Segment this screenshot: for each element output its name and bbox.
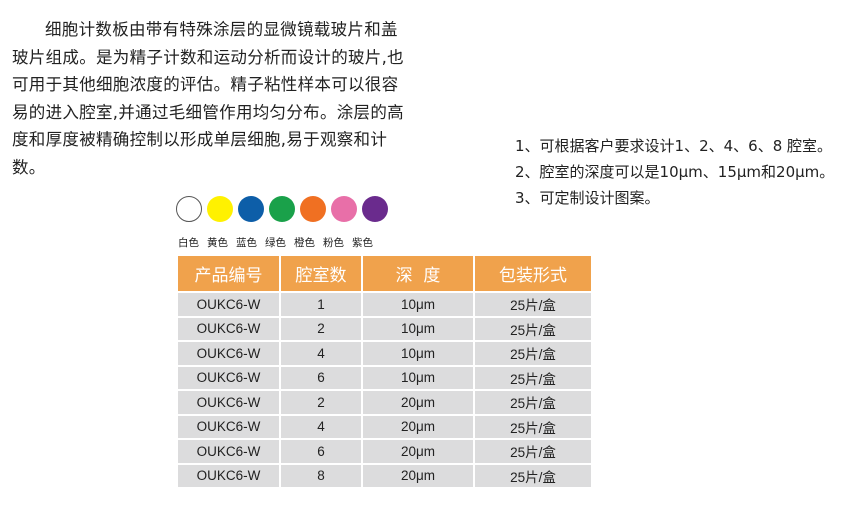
color-label: 黄色: [207, 237, 228, 249]
header-cell: 深 度: [361, 254, 475, 293]
color-label: 橙色: [294, 237, 315, 249]
table-cell: 1: [279, 291, 363, 318]
table-cell: 8: [279, 462, 363, 489]
table-cell: 25片/盒: [473, 364, 593, 391]
table-cell: 20μm: [361, 389, 475, 416]
table-cell: 25片/盒: [473, 438, 593, 465]
table-row: OUKC6-W 6 10μm 25片/盒: [176, 364, 593, 391]
table-header-row: 产品编号 腔室数 深 度 包装形式: [176, 254, 593, 293]
feature-item: 2、腔室的深度可以是10μm、15μm和20μm。: [515, 163, 835, 181]
table-cell: OUKC6-W: [176, 389, 281, 416]
table-cell: OUKC6-W: [176, 438, 281, 465]
table-cell: 4: [279, 413, 363, 440]
color-swatch: [362, 196, 388, 222]
table-cell: OUKC6-W: [176, 315, 281, 342]
table-row: OUKC6-W 2 20μm 25片/盒: [176, 389, 593, 416]
table-cell: 6: [279, 438, 363, 465]
feature-item: 1、可根据客户要求设计1、2、4、6、8 腔室。: [515, 137, 833, 155]
table-cell: 25片/盒: [473, 291, 593, 318]
color-label: 粉色: [323, 237, 344, 249]
header-cell: 包装形式: [473, 254, 593, 293]
color-swatch: [300, 196, 326, 222]
table-cell: 10μm: [361, 315, 475, 342]
table-cell: 20μm: [361, 462, 475, 489]
color-label: 白色: [178, 237, 199, 249]
table-row: OUKC6-W 2 10μm 25片/盒: [176, 315, 593, 342]
table-cell: 2: [279, 389, 363, 416]
table-cell: OUKC6-W: [176, 291, 281, 318]
table-cell: 25片/盒: [473, 462, 593, 489]
table-cell: 25片/盒: [473, 413, 593, 440]
table-row: OUKC6-W 8 20μm 25片/盒: [176, 462, 593, 489]
color-labels: 白色 黄色 蓝色 绿色 橙色 粉色 紫色: [178, 235, 373, 250]
color-swatch: [207, 196, 233, 222]
table-row: OUKC6-W 4 10μm 25片/盒: [176, 340, 593, 367]
table-cell: 20μm: [361, 438, 475, 465]
feature-item: 3、可定制设计图案。: [515, 189, 660, 207]
header-cell: 腔室数: [279, 254, 363, 293]
color-swatch: [269, 196, 295, 222]
table-row: OUKC6-W 6 20μm 25片/盒: [176, 438, 593, 465]
product-table: 产品编号 腔室数 深 度 包装形式 OUKC6-W 1 10μm 25片/盒 OUKC6…: [176, 254, 593, 489]
table-cell: OUKC6-W: [176, 364, 281, 391]
table-cell: 10μm: [361, 364, 475, 391]
header-cell: 产品编号: [176, 254, 281, 293]
table-cell: 25片/盒: [473, 340, 593, 367]
color-swatches: [176, 196, 388, 222]
table-cell: 10μm: [361, 340, 475, 367]
table-cell: 2: [279, 315, 363, 342]
color-label: 蓝色: [236, 237, 257, 249]
color-label: 绿色: [265, 237, 286, 249]
color-swatch: [238, 196, 264, 222]
table-cell: OUKC6-W: [176, 462, 281, 489]
table-row: OUKC6-W 1 10μm 25片/盒: [176, 291, 593, 318]
table-cell: 6: [279, 364, 363, 391]
color-swatch: [331, 196, 357, 222]
table-cell: 25片/盒: [473, 315, 593, 342]
table-cell: 4: [279, 340, 363, 367]
feature-list: 1、可根据客户要求设计1、2、4、6、8 腔室。 2、腔室的深度可以是10μm、…: [515, 133, 834, 211]
table-cell: 20μm: [361, 413, 475, 440]
intro-paragraph: 细胞计数板由带有特殊涂层的显微镜载玻片和盖玻片组成。是为精子计数和运动分析而设计…: [12, 20, 404, 177]
color-label: 紫色: [352, 237, 373, 249]
table-cell: 10μm: [361, 291, 475, 318]
table-cell: 25片/盒: [473, 389, 593, 416]
color-swatch: [176, 196, 202, 222]
table-cell: OUKC6-W: [176, 340, 281, 367]
table-row: OUKC6-W 4 20μm 25片/盒: [176, 413, 593, 440]
table-cell: OUKC6-W: [176, 413, 281, 440]
